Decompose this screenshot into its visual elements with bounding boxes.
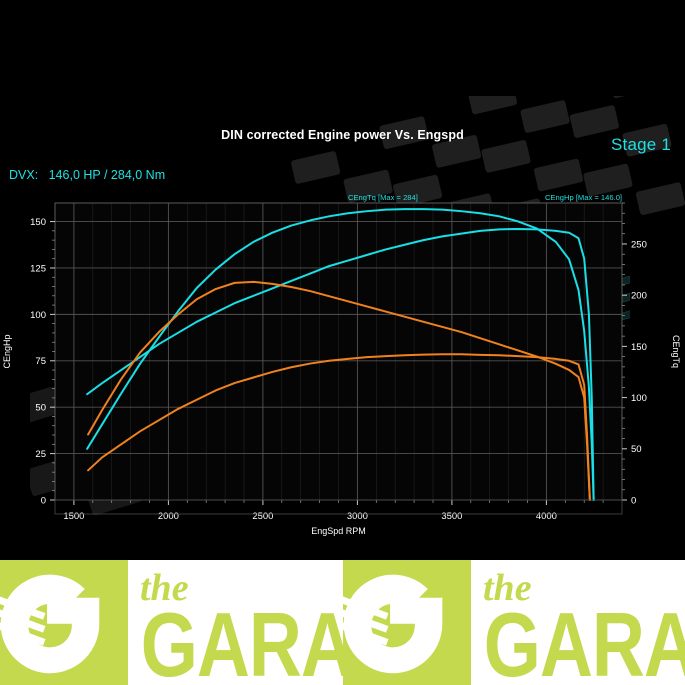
series-curve-1 (86, 208, 595, 501)
dvx-label: DVX: (9, 168, 39, 182)
logo-word-the-2: the (483, 567, 532, 609)
y2-tick-label: 0 (631, 495, 636, 506)
y2-axis-label: CEngTq (671, 335, 681, 368)
x-axis-label: EngSpd RPM (311, 526, 366, 536)
y-tick-label: 50 (35, 403, 46, 414)
garage-logo-repeat: the GARAGE (343, 560, 685, 685)
plot-area: 0 25 50 75 100 125 150 0 50 100 150 200 250 1500 2000 2… (0, 190, 685, 560)
y-axis-label: CEngHp (2, 334, 12, 368)
curve-layer (86, 208, 595, 501)
y-tick-label: 125 (30, 263, 46, 274)
x-tick-label: 3000 (347, 511, 368, 522)
x-tick-label: 3500 (441, 511, 462, 522)
annotation-layer: CEngTq [Max = 284] CEngHp [Max = 146.0] (348, 193, 622, 202)
y-tick-label: 25 (35, 449, 46, 460)
chart-title: DIN corrected Engine power Vs. Engspd (221, 128, 464, 142)
y-tick-label: 75 (35, 356, 46, 367)
y2-tick-label: 200 (631, 291, 647, 302)
chart-card: DVX PERFORMANCE DIN corrected Engine pow… (0, 96, 685, 560)
logo-word-garage-2: GARAGE (484, 595, 685, 685)
stage-badge: Stage 1 (610, 135, 671, 154)
y-tick-label: 0 (41, 495, 46, 506)
x-tick-label: 4000 (536, 511, 557, 522)
y-tick-label: 100 (30, 310, 46, 321)
series-curve-0 (86, 227, 595, 501)
y2-tick-label: 50 (631, 444, 642, 455)
y2-tick-label: 250 (631, 239, 647, 250)
y2-tick-label: 150 (631, 342, 647, 353)
torque-max-annotation: CEngTq [Max = 284] (348, 193, 418, 202)
y-tick-label: 150 (30, 217, 46, 228)
logo-word-garage: GARAGE (141, 595, 343, 685)
y2-tick-label: 100 (631, 393, 647, 404)
power-max-annotation: CEngHp [Max = 146.0] (545, 193, 622, 202)
dvx-readout: DVX: 146,0 HP / 284,0 Nm (9, 168, 165, 182)
dvx-value: 146,0 HP / 284,0 Nm (48, 168, 166, 182)
logo-word-the: the (140, 567, 189, 609)
x-tick-label: 1500 (63, 511, 84, 522)
garage-logo-banner: the GARAGE the GARAGE (0, 560, 685, 685)
x-tick-label: 2500 (252, 511, 273, 522)
garage-logo: the GARAGE (0, 560, 343, 685)
series-curve-2 (87, 353, 591, 501)
series-curve-3 (87, 280, 591, 501)
x-tick-label: 2000 (158, 511, 179, 522)
